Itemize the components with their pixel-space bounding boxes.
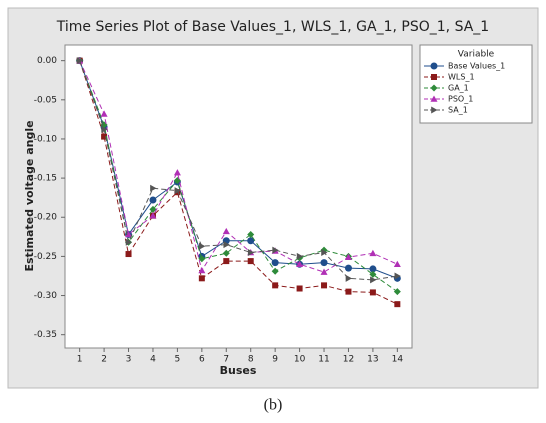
x-tick-label: 9	[272, 355, 278, 365]
x-tick-label: 4	[150, 355, 156, 365]
marker	[173, 169, 181, 176]
marker	[247, 258, 254, 265]
marker	[369, 249, 377, 257]
marker	[150, 184, 157, 192]
legend-marker	[431, 106, 438, 114]
legend-marker	[430, 84, 438, 92]
marker	[345, 288, 352, 295]
marker	[76, 57, 84, 65]
series-line	[79, 60, 398, 281]
marker	[296, 285, 303, 292]
y-tick-label: -0.15	[34, 174, 57, 184]
marker	[271, 267, 279, 275]
series-line	[79, 60, 398, 305]
series-line	[79, 60, 398, 273]
marker	[369, 265, 377, 273]
x-tick-label: 14	[392, 355, 404, 365]
marker	[125, 230, 133, 238]
legend-label: PSO_1	[448, 95, 473, 104]
y-tick-label: 0.00	[37, 56, 57, 66]
marker	[149, 212, 157, 219]
x-tick-label: 2	[101, 355, 107, 365]
x-tick-label: 11	[318, 355, 329, 365]
marker	[393, 288, 401, 296]
marker	[198, 255, 206, 263]
marker	[149, 205, 157, 213]
y-tick-label: -0.35	[34, 330, 57, 340]
y-tick-label: -0.25	[34, 252, 57, 262]
x-tick-label: 3	[126, 355, 132, 365]
x-tick-label: 6	[199, 355, 205, 365]
marker	[272, 246, 279, 254]
marker	[247, 248, 255, 256]
marker	[149, 196, 157, 204]
marker	[174, 187, 181, 195]
legend-label: SA_1	[448, 106, 468, 115]
marker	[370, 276, 377, 284]
legend-label: Base Values_1	[448, 62, 505, 71]
y-tick-label: -0.20	[34, 213, 58, 223]
legend-marker	[431, 74, 437, 80]
marker	[271, 259, 279, 267]
marker	[125, 251, 132, 258]
x-tick-label: 1	[77, 355, 83, 365]
x-tick-label: 10	[294, 355, 306, 365]
marker	[198, 266, 206, 274]
marker	[369, 270, 377, 278]
marker	[369, 289, 376, 296]
marker	[296, 260, 304, 268]
marker	[344, 264, 352, 272]
y-axis-title: Estimated voltage angle	[23, 120, 36, 271]
x-axis-title: Buses	[220, 364, 257, 377]
y-tick-label: -0.05	[34, 95, 57, 105]
marker	[272, 282, 279, 289]
caption: (b)	[264, 397, 283, 414]
marker	[296, 252, 304, 260]
marker	[344, 253, 352, 260]
marker	[247, 237, 255, 245]
plot-area	[64, 44, 413, 349]
marker	[101, 133, 108, 140]
marker	[320, 259, 328, 267]
marker	[100, 110, 108, 117]
marker	[394, 272, 401, 280]
marker	[320, 268, 328, 275]
marker	[321, 248, 328, 256]
marker	[199, 242, 206, 250]
y-tick-label: -0.10	[34, 134, 58, 144]
y-tick-label: -0.30	[34, 291, 58, 301]
series-line	[79, 60, 398, 293]
legend-label: GA_1	[448, 84, 469, 93]
marker	[223, 258, 230, 265]
x-tick-label: 12	[343, 355, 354, 365]
marker	[222, 249, 230, 257]
legend-title: Variable	[458, 50, 495, 60]
marker	[223, 241, 230, 249]
x-tick-label: 13	[367, 355, 378, 365]
legend-marker	[430, 62, 438, 70]
x-tick-label: 8	[248, 355, 254, 365]
marker	[222, 227, 230, 235]
chart-title: Time Series Plot of Base Values_1, WLS_1…	[56, 19, 489, 35]
marker	[393, 260, 401, 268]
legend-marker	[430, 95, 438, 102]
marker	[125, 238, 133, 246]
x-tick-label: 7	[223, 355, 229, 365]
marker	[321, 282, 328, 289]
marker	[101, 126, 108, 134]
marker	[394, 301, 401, 308]
series-line	[79, 60, 398, 279]
legend-label: WLS_1	[448, 73, 475, 82]
marker	[345, 274, 352, 282]
marker	[198, 275, 205, 282]
marker	[247, 230, 255, 238]
x-tick-label: 5	[175, 355, 181, 365]
